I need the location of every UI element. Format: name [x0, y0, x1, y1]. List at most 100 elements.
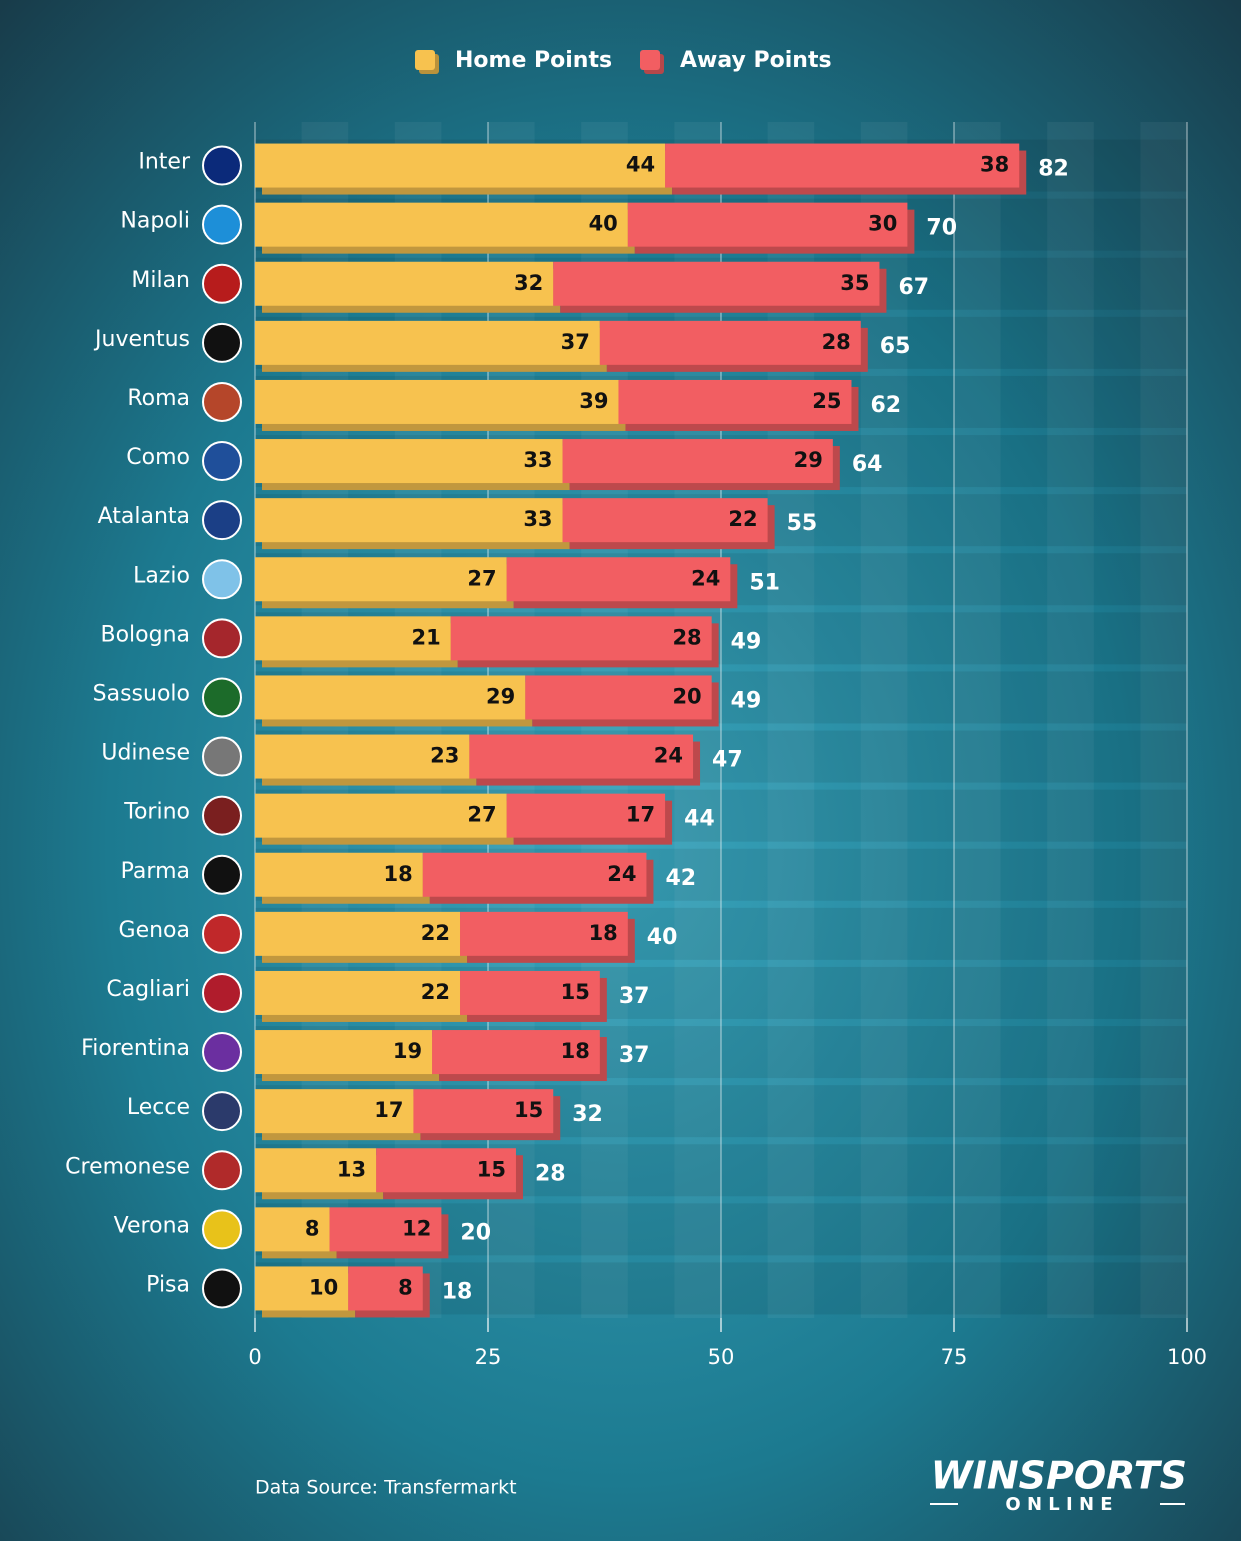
total-label: 20	[460, 1220, 491, 1245]
bar	[255, 379, 619, 424]
team-logo	[202, 618, 242, 659]
y-tick-label: Como	[126, 445, 190, 470]
team-logo	[202, 795, 242, 836]
y-tick-label: Lazio	[133, 563, 190, 588]
bar	[376, 1148, 516, 1193]
team-logo	[202, 677, 242, 718]
y-tick-label: Lecce	[127, 1095, 190, 1120]
bar	[255, 793, 507, 838]
value-label: 24	[607, 862, 636, 886]
value-label: 8	[305, 1216, 320, 1240]
bar	[553, 261, 880, 306]
value-label: 24	[654, 744, 683, 768]
x-tick-label: 75	[941, 1345, 968, 1369]
team-logo	[202, 736, 242, 777]
total-label: 28	[535, 1161, 566, 1186]
y-tick-label: Bologna	[100, 622, 190, 647]
total-label: 51	[749, 570, 780, 595]
x-tick-label: 50	[708, 1345, 735, 1369]
value-label: 28	[822, 330, 851, 354]
bar	[255, 734, 470, 779]
bar	[460, 911, 628, 956]
bar	[665, 143, 1020, 188]
legend-swatch	[640, 50, 660, 70]
team-logo	[202, 1091, 242, 1132]
value-label: 20	[672, 684, 701, 708]
total-label: 70	[926, 216, 957, 241]
y-tick-label: Parma	[121, 859, 190, 884]
bar	[255, 261, 554, 306]
total-label: 62	[870, 393, 901, 418]
value-label: 40	[589, 212, 618, 236]
bar	[255, 1030, 433, 1075]
y-tick-label: Juventus	[93, 327, 190, 352]
value-label: 27	[467, 803, 496, 827]
grid-band	[860, 122, 908, 1318]
value-label: 29	[794, 448, 823, 472]
y-tick-label: Atalanta	[98, 504, 190, 529]
total-label: 40	[647, 925, 678, 950]
team-logo	[202, 854, 242, 895]
value-label: 39	[579, 389, 608, 413]
value-label: 35	[840, 271, 869, 295]
y-tick-label: Inter	[138, 150, 191, 175]
value-label: 17	[374, 1098, 403, 1122]
y-tick-label: Fiorentina	[81, 1036, 190, 1061]
value-label: 27	[467, 566, 496, 590]
team-logo	[202, 913, 242, 954]
value-label: 44	[626, 153, 655, 177]
source-note: Data Source: Transfermarkt	[255, 1477, 517, 1499]
team-logo	[202, 204, 242, 245]
value-label: 18	[561, 1039, 590, 1063]
total-label: 67	[898, 275, 929, 300]
grid-band	[954, 122, 1001, 1318]
value-label: 12	[402, 1216, 431, 1240]
team-logo	[202, 500, 242, 541]
bar	[255, 320, 600, 365]
legend-label: Away Points	[680, 48, 832, 73]
total-label: 44	[684, 807, 715, 832]
bar	[525, 675, 712, 720]
team-logo	[202, 559, 242, 600]
value-label: 25	[812, 389, 841, 413]
bar	[255, 970, 461, 1015]
value-label: 15	[514, 1098, 543, 1122]
bar	[255, 1266, 349, 1311]
team-logo	[202, 145, 242, 186]
team-logo	[202, 1150, 242, 1191]
y-tick-label: Cagliari	[106, 977, 190, 1002]
bar	[255, 498, 563, 543]
value-label: 10	[309, 1275, 338, 1299]
value-label: 32	[514, 271, 543, 295]
bar	[255, 675, 526, 720]
y-tick-label: Napoli	[120, 209, 190, 234]
value-label: 8	[398, 1275, 413, 1299]
value-label: 18	[384, 862, 413, 886]
bar	[460, 970, 600, 1015]
y-tick-label: Genoa	[119, 918, 190, 943]
y-tick-label: Milan	[131, 268, 190, 293]
bar	[432, 1030, 600, 1075]
bar	[255, 1207, 330, 1252]
bar	[413, 1089, 554, 1134]
value-label: 29	[486, 684, 515, 708]
value-label: 13	[337, 1157, 366, 1181]
x-tick-label: 25	[475, 1345, 502, 1369]
y-tick-label: Udinese	[101, 741, 190, 766]
y-tick-label: Sassuolo	[93, 681, 190, 706]
y-tick-label: Roma	[127, 386, 190, 411]
bar	[348, 1266, 423, 1311]
total-label: 82	[1038, 157, 1069, 182]
y-tick-label: Pisa	[146, 1272, 190, 1297]
x-tick-label: 100	[1167, 1345, 1207, 1369]
value-label: 22	[421, 921, 450, 945]
bar	[469, 734, 694, 779]
bar	[255, 202, 628, 247]
bar	[255, 143, 666, 188]
total-label: 37	[619, 1043, 650, 1068]
team-logo	[202, 381, 242, 422]
value-label: 17	[626, 803, 655, 827]
value-label: 23	[430, 744, 459, 768]
bar	[450, 616, 712, 661]
